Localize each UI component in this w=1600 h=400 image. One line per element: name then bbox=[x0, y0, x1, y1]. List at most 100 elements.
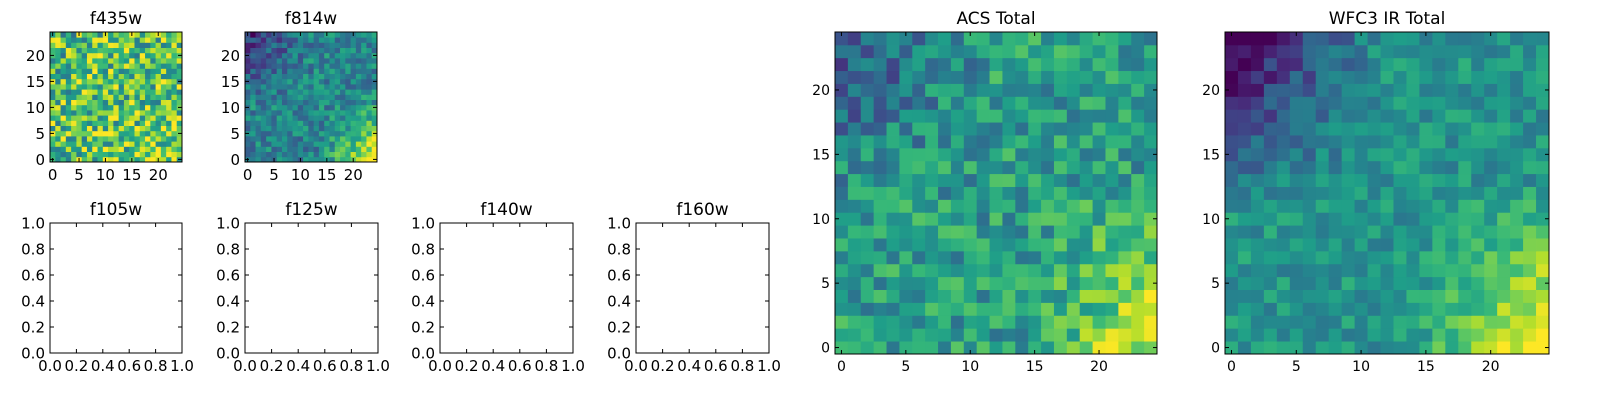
heatmap-cell bbox=[1118, 186, 1132, 200]
y-tick-label: 15 bbox=[26, 73, 45, 91]
heatmap-cell bbox=[1250, 315, 1265, 329]
heatmap-cell bbox=[1458, 44, 1472, 59]
heatmap-cell bbox=[899, 32, 913, 46]
heatmap-cell bbox=[1484, 289, 1498, 303]
heatmap-cell bbox=[60, 58, 67, 64]
heatmap-cell bbox=[145, 94, 151, 100]
heatmap-cell bbox=[281, 94, 288, 100]
heatmap-cell bbox=[1315, 160, 1330, 175]
heatmap-cell bbox=[255, 78, 262, 85]
heatmap-cell bbox=[1302, 135, 1317, 149]
heatmap-cell bbox=[334, 89, 341, 95]
heatmap-cell bbox=[912, 276, 926, 290]
x-tick-label: 0.0 bbox=[233, 357, 257, 375]
heatmap-cell bbox=[102, 120, 109, 126]
heatmap-cell bbox=[50, 68, 56, 74]
heatmap-cell bbox=[1225, 289, 1239, 303]
heatmap-cell bbox=[334, 130, 341, 137]
heatmap-cell bbox=[139, 120, 146, 126]
heatmap-cell bbox=[1289, 276, 1304, 290]
heatmap-cell bbox=[276, 78, 283, 85]
heatmap-cell bbox=[1225, 44, 1239, 59]
heatmap-cell bbox=[266, 136, 272, 142]
heatmap-cell bbox=[1471, 109, 1485, 123]
heatmap-cell bbox=[989, 57, 1003, 72]
heatmap-cell bbox=[245, 63, 251, 69]
heatmap-cell bbox=[71, 104, 77, 111]
heatmap-cell bbox=[118, 151, 125, 158]
heatmap-cell bbox=[60, 146, 67, 152]
subplot-title: WFC3 IR Total bbox=[1329, 9, 1446, 29]
heatmap-cell bbox=[1445, 109, 1459, 123]
heatmap-cell bbox=[1263, 225, 1278, 239]
heatmap-cell bbox=[1471, 83, 1485, 97]
heatmap-cell bbox=[297, 136, 304, 142]
heatmap-cell bbox=[1237, 328, 1252, 342]
heatmap-cell bbox=[938, 341, 952, 355]
heatmap-cell bbox=[976, 147, 990, 162]
heatmap-cell bbox=[925, 186, 939, 200]
heatmap-cell bbox=[1328, 83, 1343, 97]
heatmap-cell bbox=[912, 341, 926, 355]
heatmap-cell bbox=[925, 250, 939, 265]
heatmap-cell bbox=[1263, 302, 1278, 316]
heatmap-cell bbox=[835, 186, 849, 200]
heatmap-cell bbox=[1445, 302, 1459, 316]
heatmap-cell bbox=[1118, 135, 1132, 149]
heatmap-cell bbox=[1289, 83, 1304, 97]
heatmap-cell bbox=[81, 89, 88, 95]
heatmap-cell bbox=[1263, 341, 1278, 355]
heatmap-cell bbox=[1315, 57, 1330, 72]
heatmap-cell bbox=[1237, 250, 1252, 265]
heatmap-cell bbox=[108, 115, 114, 121]
x-tick-label: 0.4 bbox=[91, 357, 115, 375]
heatmap-cell bbox=[1458, 341, 1472, 355]
heatmap-cell bbox=[60, 110, 67, 116]
heatmap-cell bbox=[260, 84, 267, 90]
heatmap-cell bbox=[847, 44, 862, 59]
heatmap-cell bbox=[86, 52, 93, 59]
heatmap-cell bbox=[1510, 147, 1524, 162]
heatmap-cell bbox=[113, 78, 120, 85]
heatmap-cell bbox=[1041, 70, 1055, 84]
heatmap-cell bbox=[281, 84, 288, 90]
heatmap-cell bbox=[166, 78, 172, 85]
y-tick-label: 20 bbox=[221, 47, 240, 65]
heatmap-cell bbox=[1092, 96, 1106, 110]
heatmap-cell bbox=[1380, 122, 1394, 136]
heatmap-cell bbox=[1458, 302, 1472, 316]
heatmap-cell bbox=[271, 89, 278, 95]
heatmap-cell bbox=[102, 146, 109, 152]
heatmap-cell bbox=[366, 141, 373, 147]
heatmap-cell bbox=[963, 212, 978, 226]
heatmap-cell bbox=[134, 32, 141, 38]
heatmap-cell bbox=[250, 32, 256, 38]
heatmap-cell bbox=[925, 32, 939, 46]
heatmap-cell bbox=[899, 289, 913, 303]
heatmap-cell bbox=[329, 146, 336, 152]
heatmap-cell bbox=[873, 302, 887, 316]
heatmap-cell bbox=[950, 122, 965, 136]
heatmap-cell bbox=[1002, 96, 1016, 110]
heatmap-cell bbox=[1237, 276, 1252, 290]
heatmap-cell bbox=[318, 136, 325, 142]
heatmap-cell bbox=[345, 89, 351, 95]
heatmap-cell bbox=[134, 42, 141, 48]
heatmap-cell bbox=[340, 141, 346, 147]
heatmap-cell bbox=[938, 173, 952, 187]
heatmap-cell bbox=[989, 83, 1003, 97]
heatmap-cell bbox=[873, 32, 887, 46]
y-tick-label: 0.0 bbox=[21, 344, 45, 362]
heatmap-cell bbox=[1406, 302, 1420, 316]
heatmap-cell bbox=[1053, 341, 1068, 355]
heatmap-cell bbox=[102, 84, 109, 90]
heatmap-cell bbox=[108, 84, 114, 90]
heatmap-cell bbox=[989, 122, 1003, 136]
heatmap-cell bbox=[118, 136, 125, 142]
heatmap-cell bbox=[976, 238, 990, 252]
heatmap-cell bbox=[1328, 212, 1343, 226]
heatmap-cell bbox=[1354, 32, 1368, 46]
heatmap-cell bbox=[860, 96, 875, 110]
heatmap-cell bbox=[1066, 70, 1081, 84]
heatmap-cell bbox=[60, 52, 67, 59]
